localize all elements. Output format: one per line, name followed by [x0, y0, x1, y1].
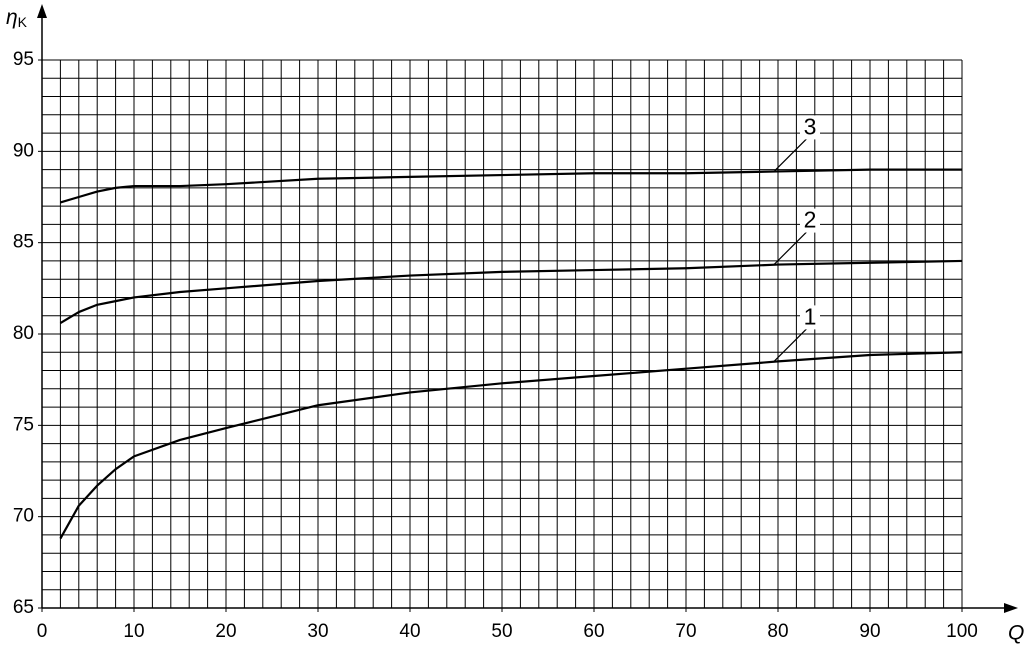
- label-background: [800, 305, 820, 330]
- series-label: 2: [804, 207, 817, 233]
- series-label: 1: [804, 303, 817, 329]
- x-tick-label: 10: [123, 621, 144, 642]
- y-tick-label: 90: [13, 140, 34, 161]
- y-tick-label: 95: [13, 49, 34, 70]
- x-tick-label: 50: [491, 621, 512, 642]
- x-tick-label: 0: [37, 621, 48, 642]
- x-tick-label: 70: [675, 621, 696, 642]
- y-tick-label: 85: [13, 232, 34, 253]
- x-axis-label: Q: [1008, 622, 1024, 645]
- x-tick-label: 40: [399, 621, 420, 642]
- label-background: [800, 115, 820, 140]
- x-tick-label: 90: [859, 621, 880, 642]
- x-axis-arrow: [1004, 603, 1018, 613]
- series-label: 3: [804, 114, 817, 140]
- y-tick-label: 80: [13, 323, 34, 344]
- leader-line: [773, 230, 809, 266]
- leader-line: [773, 137, 809, 172]
- x-tick-label: 80: [767, 621, 788, 642]
- leader-line: [773, 326, 809, 362]
- x-tick-label: 60: [583, 621, 604, 642]
- series-line: [60, 168, 962, 204]
- series-line: [59, 351, 963, 540]
- y-tick-label: 70: [13, 506, 34, 527]
- x-tick-label: 100: [946, 621, 978, 642]
- y-tick-label: 75: [13, 414, 34, 435]
- x-tick-label: 20: [215, 621, 236, 642]
- label-background: [800, 208, 820, 233]
- y-axis-label: ηK: [6, 6, 28, 30]
- y-tick-label: 65: [13, 597, 34, 618]
- y-axis-arrow: [37, 4, 47, 18]
- x-tick-label: 30: [307, 621, 328, 642]
- series-line: [59, 259, 963, 324]
